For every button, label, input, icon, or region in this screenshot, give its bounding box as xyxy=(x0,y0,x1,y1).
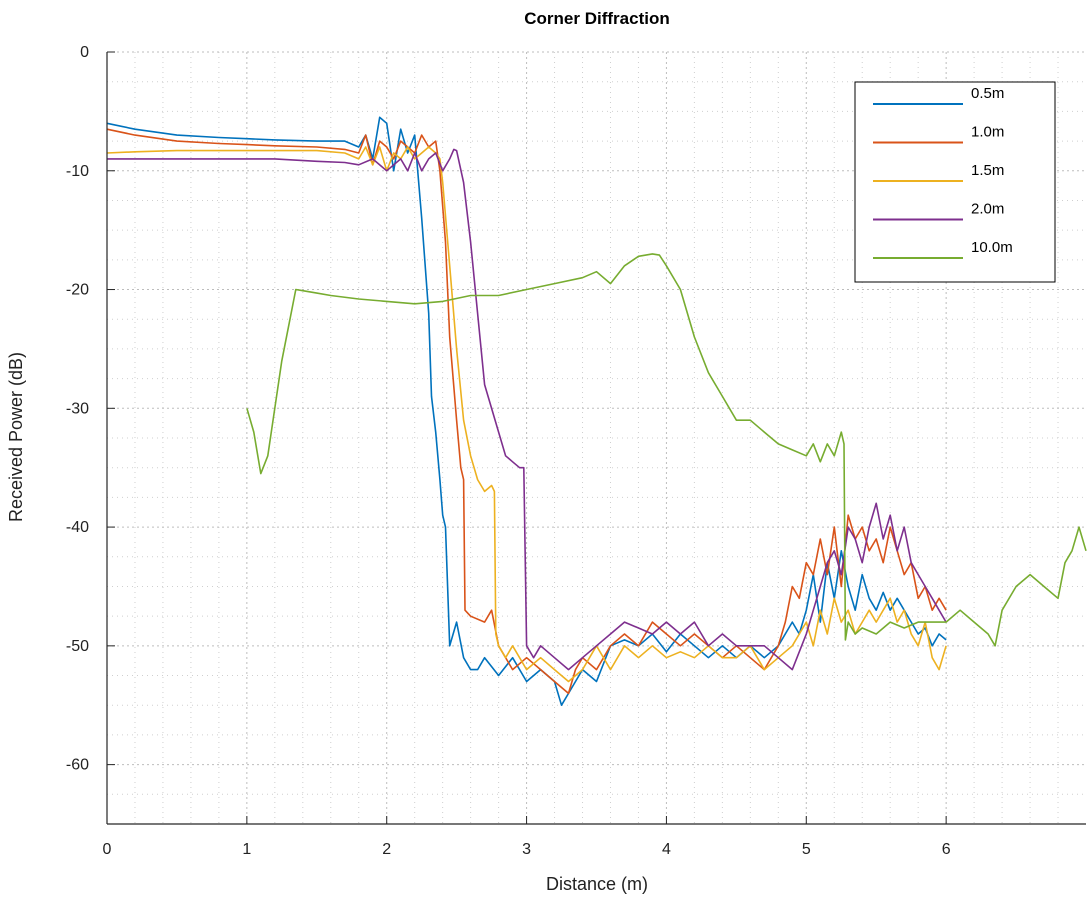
series-line-1 xyxy=(106,128,947,695)
y-tick-label: -20 xyxy=(66,282,89,299)
legend-label-0: 0.5m xyxy=(971,85,1004,102)
x-tick-label: 2 xyxy=(382,841,391,858)
x-tick-label: 1 xyxy=(242,841,251,858)
y-tick-label: -10 xyxy=(66,163,89,180)
x-axis-label: Distance (m) xyxy=(546,874,648,894)
legend: 0.5m 1.0m 1.5m 2.0m 10.0m xyxy=(854,81,1056,283)
y-tick-label: -40 xyxy=(66,519,89,536)
y-tick-label: -30 xyxy=(66,400,89,417)
y-tick-label: -60 xyxy=(66,757,89,774)
x-tick-label: 0 xyxy=(103,841,112,858)
series-line-2 xyxy=(106,146,947,683)
y-tick-label: 0 xyxy=(80,44,89,61)
y-tick-label: -50 xyxy=(66,638,89,655)
x-tick-label: 6 xyxy=(942,841,951,858)
y-axis-label: Received Power (dB) xyxy=(6,352,26,522)
x-tick-label: 5 xyxy=(802,841,811,858)
legend-label-2: 1.5m xyxy=(971,162,1004,179)
plot-area xyxy=(106,116,1087,707)
series-line-3 xyxy=(107,148,947,671)
legend-label-3: 2.0m xyxy=(971,201,1004,218)
axes: 0 1 2 3 4 5 6 0 -10 -20 -30 -40 -50 -60 xyxy=(66,44,1086,858)
x-tick-label: 4 xyxy=(662,841,671,858)
legend-label-4: 10.0m xyxy=(971,239,1013,256)
legend-label-1: 1.0m xyxy=(971,124,1004,141)
chart-title: Corner Diffraction xyxy=(524,9,669,28)
x-tick-label: 3 xyxy=(522,841,531,858)
series-line-4 xyxy=(246,253,1087,647)
